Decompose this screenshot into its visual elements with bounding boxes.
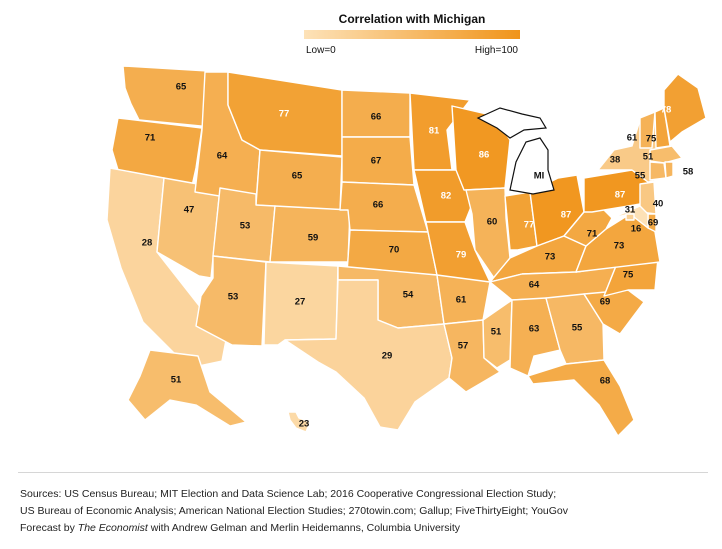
state-value-wy: 65 <box>292 171 303 182</box>
legend-low-label: Low=0 <box>306 45 336 56</box>
state-value-ny: 38 <box>610 155 621 166</box>
state-value-fl: 68 <box>600 376 611 387</box>
state-ne <box>339 181 429 233</box>
state-value-ar: 61 <box>456 295 467 306</box>
legend: Correlation with Michigan Low=0 High=100 <box>302 12 522 56</box>
state-value-ct: 55 <box>635 171 646 182</box>
state-ms <box>482 299 513 369</box>
state-value-ga: 55 <box>572 323 583 334</box>
state-ct <box>649 161 667 181</box>
state-ma <box>649 145 683 164</box>
state-value-nm: 27 <box>295 297 306 308</box>
state-value-ia: 82 <box>441 191 452 202</box>
state-value-mo: 79 <box>456 250 467 261</box>
state-value-nh: 75 <box>646 134 657 145</box>
state-value-ut: 53 <box>240 221 251 232</box>
footer-divider <box>18 472 708 473</box>
state-value-sd: 67 <box>371 156 382 167</box>
state-ak <box>127 349 247 427</box>
us-map: 65 71 28 47 64 77 65 53 53 59 27 66 67 66 70 54 29 81 82 79… <box>106 65 707 437</box>
state-dc <box>625 213 635 221</box>
michigan-lower-peninsula <box>509 137 555 195</box>
state-value-ca: 28 <box>142 238 153 249</box>
state-fl <box>527 359 635 437</box>
credit-prefix: Forecast by <box>20 522 78 534</box>
state-value-mn: 81 <box>429 126 440 137</box>
state-me <box>663 73 707 143</box>
credit-suffix: with Andrew Gelman and Merlin Heidemanns… <box>147 522 461 534</box>
state-value-or: 71 <box>145 133 156 144</box>
state-value-la: 57 <box>458 341 469 352</box>
legend-title: Correlation with Michigan <box>338 12 486 26</box>
state-value-sc: 69 <box>600 297 611 308</box>
state-value-mt: 77 <box>279 109 290 120</box>
state-value-ak: 51 <box>171 375 182 386</box>
state-value-ri: 58 <box>683 167 694 178</box>
state-value-ks: 70 <box>389 245 400 256</box>
state-vt <box>639 111 656 149</box>
michigan-label: MI <box>534 171 545 182</box>
state-value-ne: 66 <box>373 200 384 211</box>
state-value-al: 63 <box>529 324 540 335</box>
state-value-pa: 87 <box>615 190 626 201</box>
state-value-il: 60 <box>487 217 498 228</box>
legend-high-label: High=100 <box>474 45 518 56</box>
state-value-ok: 54 <box>403 290 414 301</box>
state-value-ky: 73 <box>545 252 556 263</box>
state-value-nv: 47 <box>184 205 195 216</box>
state-value-wi: 86 <box>479 150 490 161</box>
state-value-hi: 23 <box>299 419 310 430</box>
state-value-de: 69 <box>648 218 659 229</box>
legend-color-scale: Low=0 High=100 <box>304 30 520 56</box>
sources-line-1: Sources: US Census Bureau; MIT Election … <box>20 488 557 500</box>
state-value-tn: 64 <box>529 280 540 291</box>
state-value-nc: 75 <box>623 270 634 281</box>
state-value-md: 16 <box>631 224 642 235</box>
state-value-wa: 65 <box>176 82 187 93</box>
state-value-dc: 31 <box>625 205 636 216</box>
state-hi <box>287 411 311 433</box>
state-value-ma: 51 <box>643 152 654 163</box>
state-value-nj: 40 <box>653 199 664 210</box>
state-value-tx: 29 <box>382 351 393 362</box>
state-value-az: 53 <box>228 292 239 303</box>
state-value-me: 78 <box>661 105 672 116</box>
state-value-oh: 87 <box>561 210 572 221</box>
sources-note: Sources: US Census Bureau; MIT Election … <box>20 486 710 520</box>
state-value-nd: 66 <box>371 112 382 123</box>
state-value-ms: 51 <box>491 327 502 338</box>
state-value-in: 77 <box>524 220 535 231</box>
michigan-upper-peninsula <box>476 107 548 139</box>
state-value-wv: 71 <box>587 229 598 240</box>
state-value-va: 73 <box>614 241 625 252</box>
credit-publication: The Economist <box>77 522 148 534</box>
sources-line-2: US Bureau of Economic Analysis; American… <box>20 505 569 517</box>
state-value-id: 64 <box>217 151 228 162</box>
state-value-vt: 61 <box>627 133 638 144</box>
forecast-credit: Forecast by The Economist with Andrew Ge… <box>20 522 710 534</box>
state-ri <box>664 161 674 179</box>
state-tx <box>284 279 453 431</box>
state-value-co: 59 <box>308 233 319 244</box>
